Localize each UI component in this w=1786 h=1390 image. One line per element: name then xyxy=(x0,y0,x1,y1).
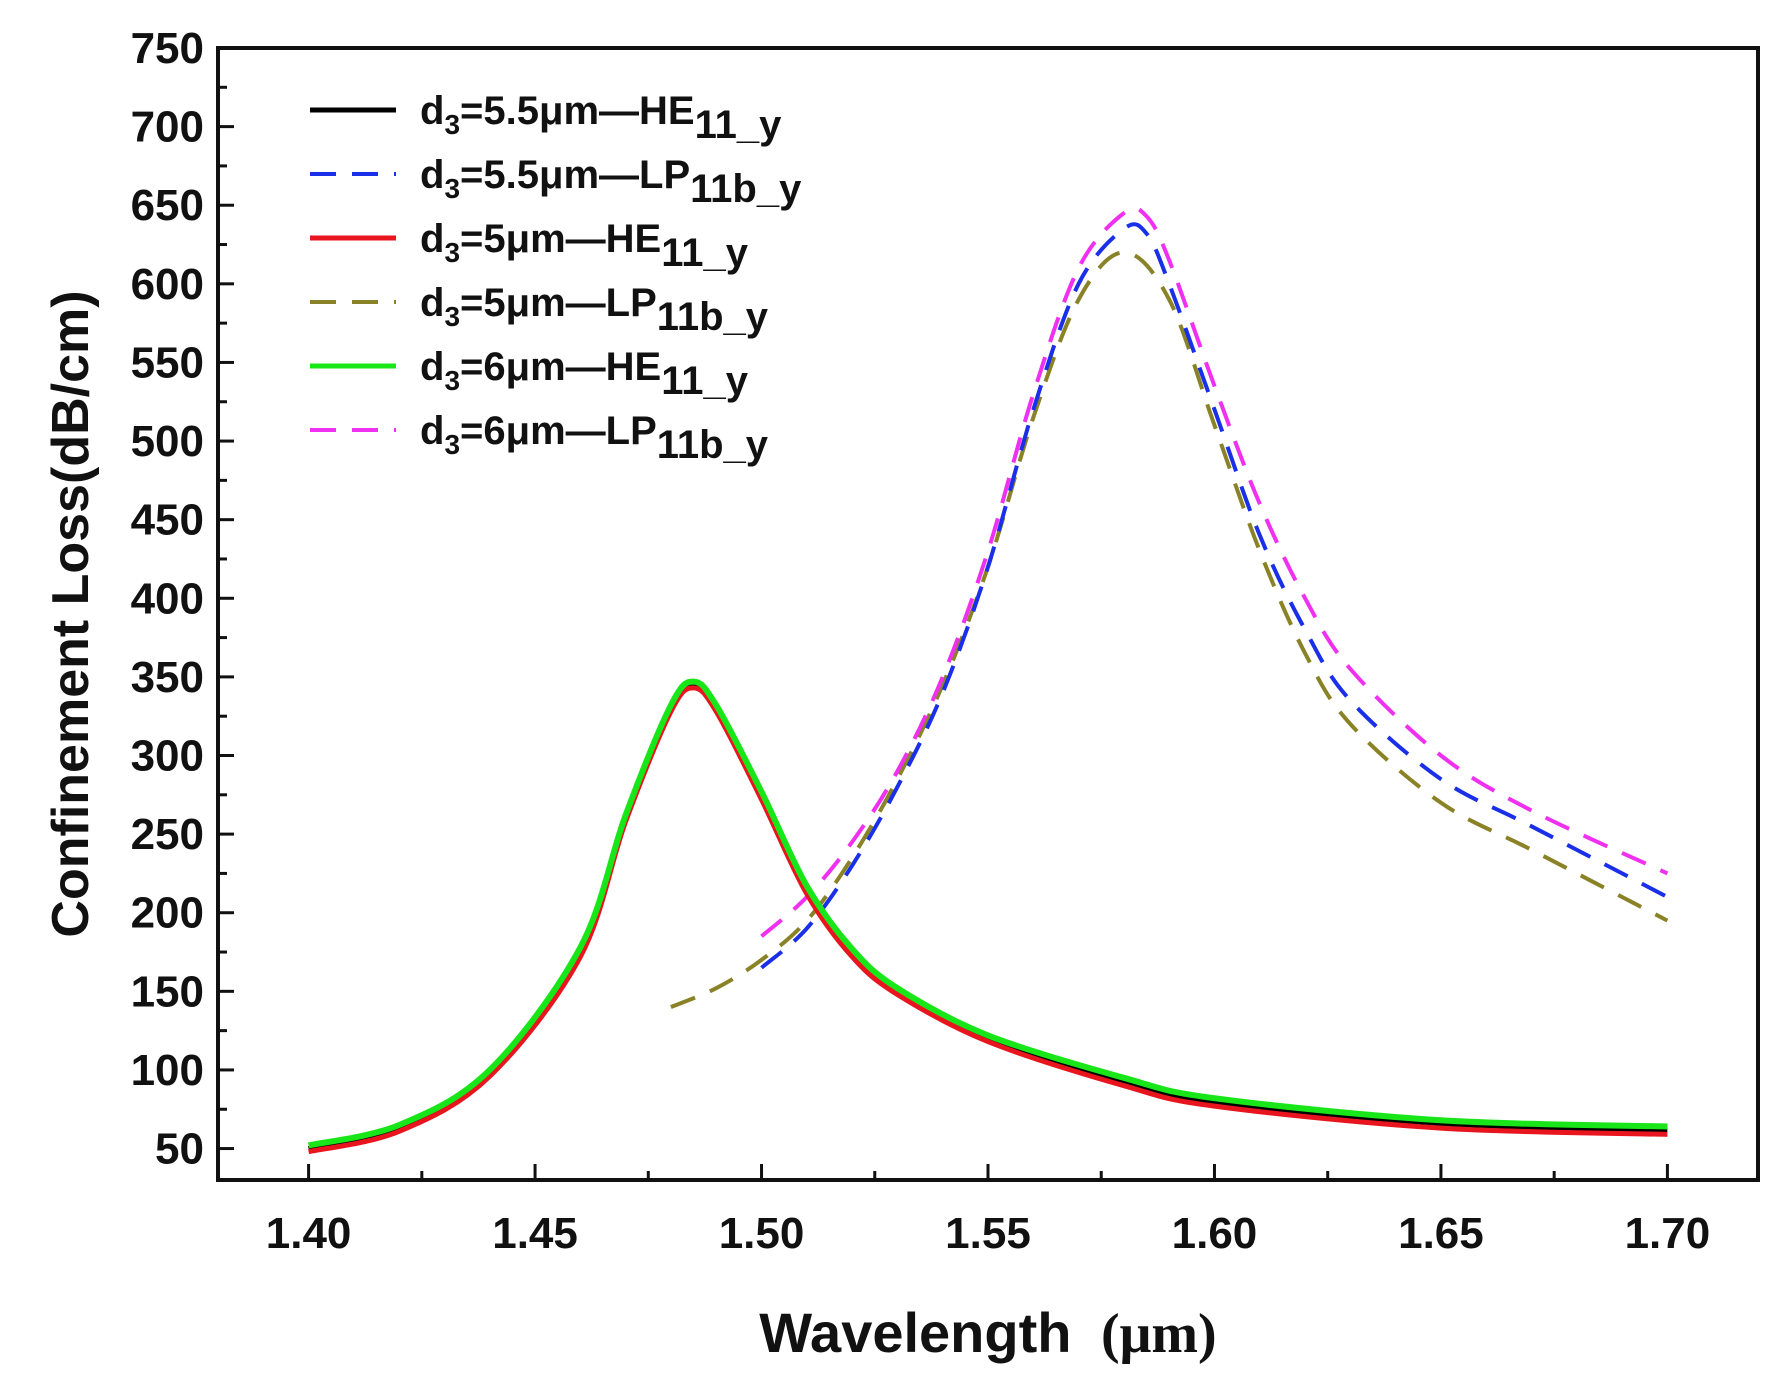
y-tick-label: 100 xyxy=(131,1046,204,1095)
y-tick-label: 300 xyxy=(131,732,204,781)
x-axis-label-unit: (μm) xyxy=(1101,1303,1217,1365)
x-axis-label-text: Wavelength xyxy=(759,1301,1071,1364)
legend-label-6: d3=6μm—LP11b_y xyxy=(420,409,769,467)
y-tick-label: 250 xyxy=(131,810,204,859)
x-axis-label: Wavelength (μm) xyxy=(759,1301,1216,1365)
x-tick-label: 1.40 xyxy=(266,1209,352,1258)
legend: d3=5.5μm—HE11_y d3=5.5μm—LP11b_y d3=5μm—HE… xyxy=(310,89,802,467)
x-tick-label: 1.45 xyxy=(492,1209,578,1258)
series-line-4 xyxy=(670,250,1669,1009)
x-axis: 1.40 1.45 1.50 1.55 1.60 1.65 1.70 xyxy=(266,1164,1710,1258)
y-tick-label: 750 xyxy=(131,24,204,73)
x-tick-label: 1.70 xyxy=(1625,1209,1711,1258)
y-tick-label: 600 xyxy=(131,260,204,309)
y-tick-label: 50 xyxy=(155,1125,204,1174)
series-line-3 xyxy=(308,685,1668,1155)
x-tick-label: 1.50 xyxy=(719,1209,805,1258)
legend-label-2: d3=5.5μm—LP11b_y xyxy=(420,153,802,211)
x-tick-label: 1.60 xyxy=(1172,1209,1258,1258)
x-tick-label: 1.55 xyxy=(945,1209,1031,1258)
legend-label-5: d3=6μm—HE11_y xyxy=(420,345,749,403)
series-line-6 xyxy=(760,206,1669,938)
legend-label-4: d3=5μm—LP11b_y xyxy=(420,281,769,339)
legend-label-3: d3=5μm—HE11_y xyxy=(420,217,749,275)
y-tick-label: 350 xyxy=(131,653,204,702)
y-tick-label: 150 xyxy=(131,967,204,1016)
y-tick-label: 650 xyxy=(131,181,204,230)
y-tick-label: 400 xyxy=(131,574,204,623)
x-tick-label: 1.65 xyxy=(1398,1209,1484,1258)
y-tick-label: 450 xyxy=(131,496,204,545)
y-tick-label: 700 xyxy=(131,103,204,152)
y-axis: 50 100 150 200 250 300 350 400 450 500 550 600 650 70… xyxy=(131,24,234,1174)
y-axis-label: Confinement Loss(dB/cm) xyxy=(42,290,100,937)
series-line-5 xyxy=(307,678,1668,1149)
legend-label-1: d3=5.5μm—HE11_y xyxy=(420,89,782,147)
y-tick-label: 550 xyxy=(131,338,204,387)
plot-lines xyxy=(307,206,1669,1155)
y-tick-label: 500 xyxy=(131,417,204,466)
series-line-2 xyxy=(760,222,1669,970)
y-tick-label: 200 xyxy=(131,889,204,938)
